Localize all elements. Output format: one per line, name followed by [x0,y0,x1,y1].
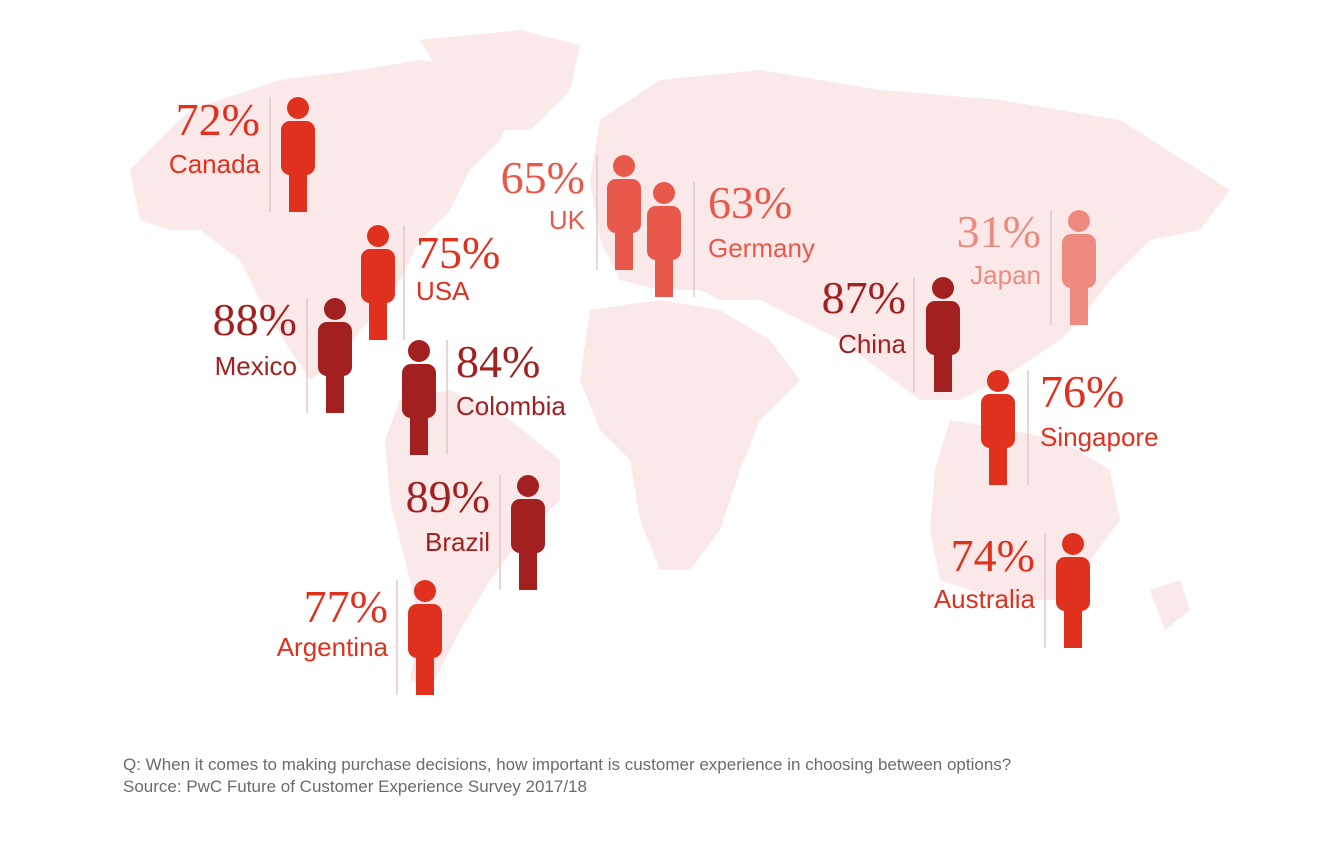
country-name: Brazil [425,527,490,557]
person-head [408,340,430,362]
person-legs [989,430,1007,485]
percentage: 76% [1040,366,1124,417]
percentage: 89% [406,471,490,522]
person-legs [615,215,633,270]
person-legs [416,640,434,695]
person-icon [1062,210,1096,325]
percentage: 75% [416,227,500,278]
percentage: 65% [501,152,585,203]
country-name: Germany [708,233,815,263]
person-icon [1056,533,1090,648]
person-icon [402,340,436,455]
country-name: UK [549,205,586,235]
person-head [367,225,389,247]
person-head [517,475,539,497]
person-legs [519,535,537,590]
person-icon [511,475,545,590]
country-name: Singapore [1040,422,1159,452]
person-icon [281,97,315,212]
person-icon [647,182,681,297]
country-name: USA [416,276,470,306]
person-head [324,298,346,320]
person-head [1062,533,1084,555]
country-name: Colombia [456,391,566,421]
percentage: 63% [708,177,792,228]
person-icon [607,155,641,270]
person-icon [318,298,352,413]
person-legs [1070,270,1088,325]
person-head [987,370,1009,392]
country-name: China [838,329,906,359]
person-icon [408,580,442,695]
person-head [414,580,436,602]
country-items: 72% Canada 75%USA 88% Mexico 84% Colombia 89% Br… [169,94,1159,695]
percentage: 88% [213,294,297,345]
person-legs [326,358,344,413]
person-legs [289,157,307,212]
person-legs [410,400,428,455]
country-name: Mexico [215,351,297,381]
person-icon [361,225,395,340]
person-legs [1064,593,1082,648]
footnote-question: Q: When it comes to making purchase deci… [123,755,1011,774]
percentage: 77% [304,581,388,632]
person-head [613,155,635,177]
percentage: 87% [822,272,906,323]
footnote-source: Source: PwC Future of Customer Experienc… [123,777,587,796]
person-icon [981,370,1015,485]
person-icon [926,277,960,392]
person-head [932,277,954,299]
percentage: 72% [176,94,260,145]
person-head [287,97,309,119]
percentage: 74% [951,530,1035,581]
percentage: 84% [456,336,540,387]
percentage: 31% [957,206,1041,257]
person-head [653,182,675,204]
person-legs [655,242,673,297]
person-legs [934,337,952,392]
country-name: Japan [970,260,1041,290]
country-name: Australia [934,584,1036,614]
person-legs [369,285,387,340]
country-name: Argentina [277,632,389,662]
person-head [1068,210,1090,232]
country-name: Canada [169,149,261,179]
